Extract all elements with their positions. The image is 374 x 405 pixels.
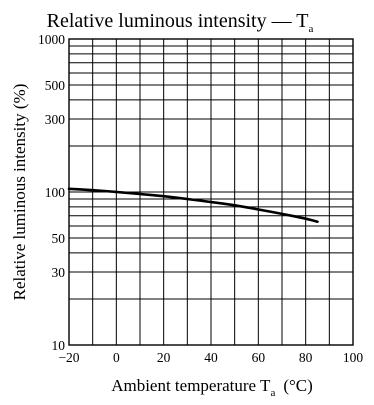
x-tick-label: 80 — [299, 350, 313, 365]
x-tick-label: 0 — [113, 350, 120, 365]
x-tick-label: 40 — [204, 350, 218, 365]
x-tick-label: 20 — [157, 350, 171, 365]
x-tick-label: −20 — [58, 350, 79, 365]
y-tick-label: 1000 — [38, 32, 65, 47]
y-tick-label: 100 — [45, 185, 66, 200]
x-tick-label: 100 — [343, 350, 364, 365]
series-line — [67, 187, 319, 223]
series-lines — [67, 187, 319, 223]
y-tick-label: 500 — [45, 78, 66, 93]
chart-title: Relative luminous intensity — Ta — [47, 10, 314, 35]
y-tick-label: 30 — [52, 265, 66, 280]
y-tick-label: 50 — [52, 231, 66, 246]
y-tick-label: 10 — [52, 338, 66, 353]
y-tick-label: 300 — [45, 112, 66, 127]
x-axis-label: Ambient temperature Ta (°C) — [111, 376, 313, 399]
y-tick-labels: 10 30 50 100 300 500 1000 — [38, 32, 65, 353]
grid — [68, 38, 354, 346]
plot-frame — [68, 38, 354, 346]
y-axis-label: Relative luminous intensity (%) — [10, 84, 29, 301]
x-tick-label: 60 — [252, 350, 266, 365]
x-tick-labels: −20 0 20 40 60 80 100 — [58, 350, 363, 365]
